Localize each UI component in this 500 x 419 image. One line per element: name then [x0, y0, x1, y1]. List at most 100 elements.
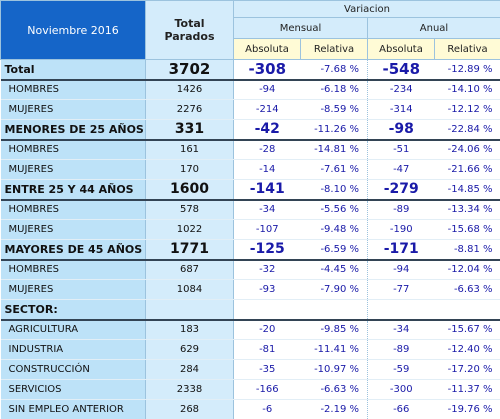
empty-cell	[145, 299, 234, 321]
row-label: HOMBRES	[0, 259, 146, 280]
annual-relative: -15.67 %	[434, 319, 500, 340]
annual-relative: -19.76 %	[434, 399, 500, 419]
table-row: HOMBRES 687 -32 -4.45 % -94 -12.04 %	[0, 259, 500, 280]
empty-cell	[367, 299, 435, 321]
total-value: 2338	[145, 379, 234, 400]
monthly-absolute: -166	[233, 379, 301, 400]
row-label: MUJERES	[0, 159, 146, 180]
monthly-absolute: -107	[233, 219, 301, 240]
annual-absolute: -190	[367, 219, 435, 240]
annual-absolute: -314	[367, 99, 435, 120]
empty-cell	[434, 299, 500, 321]
annual-relative: -12.40 %	[434, 339, 500, 360]
row-label: INDUSTRIA	[0, 339, 146, 360]
table-row: HOMBRES 1426 -94 -6.18 % -234 -14.10 %	[0, 79, 500, 100]
period: Noviembre 2016	[0, 0, 146, 60]
monthly-absolute: -14	[233, 159, 301, 180]
annual-absolute: -279	[367, 179, 435, 201]
monthly-relative: -5.56 %	[300, 199, 368, 220]
monthly-relative: -8.59 %	[300, 99, 368, 120]
monthly-header: Mensual	[233, 17, 368, 39]
table-row: HOMBRES 161 -28 -14.81 % -51 -24.06 %	[0, 139, 500, 160]
monthly-absolute: -308	[233, 59, 301, 81]
annual-relative: -14.85 %	[434, 179, 500, 201]
total-value: 1600	[145, 179, 234, 201]
total-value: 3702	[145, 59, 234, 81]
row-label: SECTOR:	[0, 299, 146, 321]
monthly-relative: -7.61 %	[300, 159, 368, 180]
annual-absolute: -34	[367, 319, 435, 340]
variation-header: Variacion	[232, 0, 500, 18]
annual-absolute: -51	[367, 139, 435, 160]
empty-cell	[300, 299, 368, 321]
annual-absolute: -171	[367, 239, 435, 261]
row-label: AGRICULTURA	[0, 319, 146, 340]
total-value: 170	[145, 159, 234, 180]
total-value: 1771	[145, 239, 234, 261]
monthly-absolute: -28	[233, 139, 301, 160]
monthly-absolute: -141	[233, 179, 301, 201]
table-row: SERVICIOS 2338 -166 -6.63 % -300 -11.37 %	[0, 379, 500, 400]
empty-cell	[233, 299, 301, 321]
row-label: HOMBRES	[0, 79, 146, 100]
total-value: 1426	[145, 79, 234, 100]
monthly-absolute: -34	[233, 199, 301, 220]
total-value: 284	[145, 359, 234, 380]
row-label: Total	[0, 59, 146, 81]
total-value: 161	[145, 139, 234, 160]
monthly-absolute: -125	[233, 239, 301, 261]
monthly-absolute: -42	[233, 119, 301, 141]
table-row: HOMBRES 578 -34 -5.56 % -89 -13.34 %	[0, 199, 500, 220]
monthly-relative: -10.97 %	[300, 359, 368, 380]
monthly-relative: -6.18 %	[300, 79, 368, 100]
monthly-absolute: -214	[233, 99, 301, 120]
table-row: INDUSTRIA 629 -81 -11.41 % -89 -12.40 %	[0, 339, 500, 360]
monthly-absolute: -20	[233, 319, 301, 340]
table-row: SECTOR:	[0, 299, 500, 321]
total-value: 1022	[145, 219, 234, 240]
monthly-relative: -14.81 %	[300, 139, 368, 160]
table-row: AGRICULTURA 183 -20 -9.85 % -34 -15.67 %	[0, 319, 500, 340]
row-label: MENORES DE 25 AÑOS:	[0, 119, 146, 141]
table-row: CONSTRUCCIÓN 284 -35 -10.97 % -59 -17.20 %	[0, 359, 500, 380]
monthly-absolute: -81	[233, 339, 301, 360]
annual-relative: -8.81 %	[434, 239, 500, 261]
table-row: Total 3702 -308 -7.68 % -548 -12.89 %	[0, 59, 500, 81]
table-row: ENTRE 25 Y 44 AÑOS 1600 -141 -8.10 % -279 -14…	[0, 179, 500, 201]
table-row: MUJERES 2276 -214 -8.59 % -314 -12.12 %	[0, 99, 500, 120]
row-label: MUJERES	[0, 219, 146, 240]
monthly-absolute: -35	[233, 359, 301, 380]
annual-relative: -21.66 %	[434, 159, 500, 180]
annual-relative: -15.68 %	[434, 219, 500, 240]
monthly-absolute: -94	[233, 79, 301, 100]
monthly-relative: -11.26 %	[300, 119, 368, 141]
table-row: SIN EMPLEO ANTERIOR 268 -6 -2.19 % -66 -19.76…	[0, 399, 500, 419]
monthly-absolute: -6	[233, 399, 301, 419]
row-label: ENTRE 25 Y 44 AÑOS	[0, 179, 146, 201]
row-label: SIN EMPLEO ANTERIOR	[0, 399, 146, 419]
table-row: MUJERES 1022 -107 -9.48 % -190 -15.68 %	[0, 219, 500, 240]
total-value: 268	[145, 399, 234, 419]
annual-absolute: -89	[367, 199, 435, 220]
row-label: HOMBRES	[0, 199, 146, 220]
annual-absolute: -548	[367, 59, 435, 81]
total-value: 629	[145, 339, 234, 360]
total-value: 331	[145, 119, 234, 141]
monthly-relative: -7.90 %	[300, 279, 368, 300]
annual-absolute: -234	[367, 79, 435, 100]
total-value: 183	[145, 319, 234, 340]
row-label: CONSTRUCCIÓN	[0, 359, 146, 380]
monthly-relative: -7.68 %	[300, 59, 368, 81]
monthly-absolute: -32	[233, 259, 301, 280]
monthly-absolute: -93	[233, 279, 301, 300]
total-value: 578	[145, 199, 234, 220]
monthly-relative: -9.48 %	[300, 219, 368, 240]
monthly-relative: -6.59 %	[300, 239, 368, 261]
total-header: Total Parados	[145, 0, 234, 60]
annual-relative: -12.12 %	[434, 99, 500, 120]
monthly-relative: -9.85 %	[300, 319, 368, 340]
annual-relative: -13.34 %	[434, 199, 500, 220]
annual-relative: -6.63 %	[434, 279, 500, 300]
monthly-relative: -6.63 %	[300, 379, 368, 400]
